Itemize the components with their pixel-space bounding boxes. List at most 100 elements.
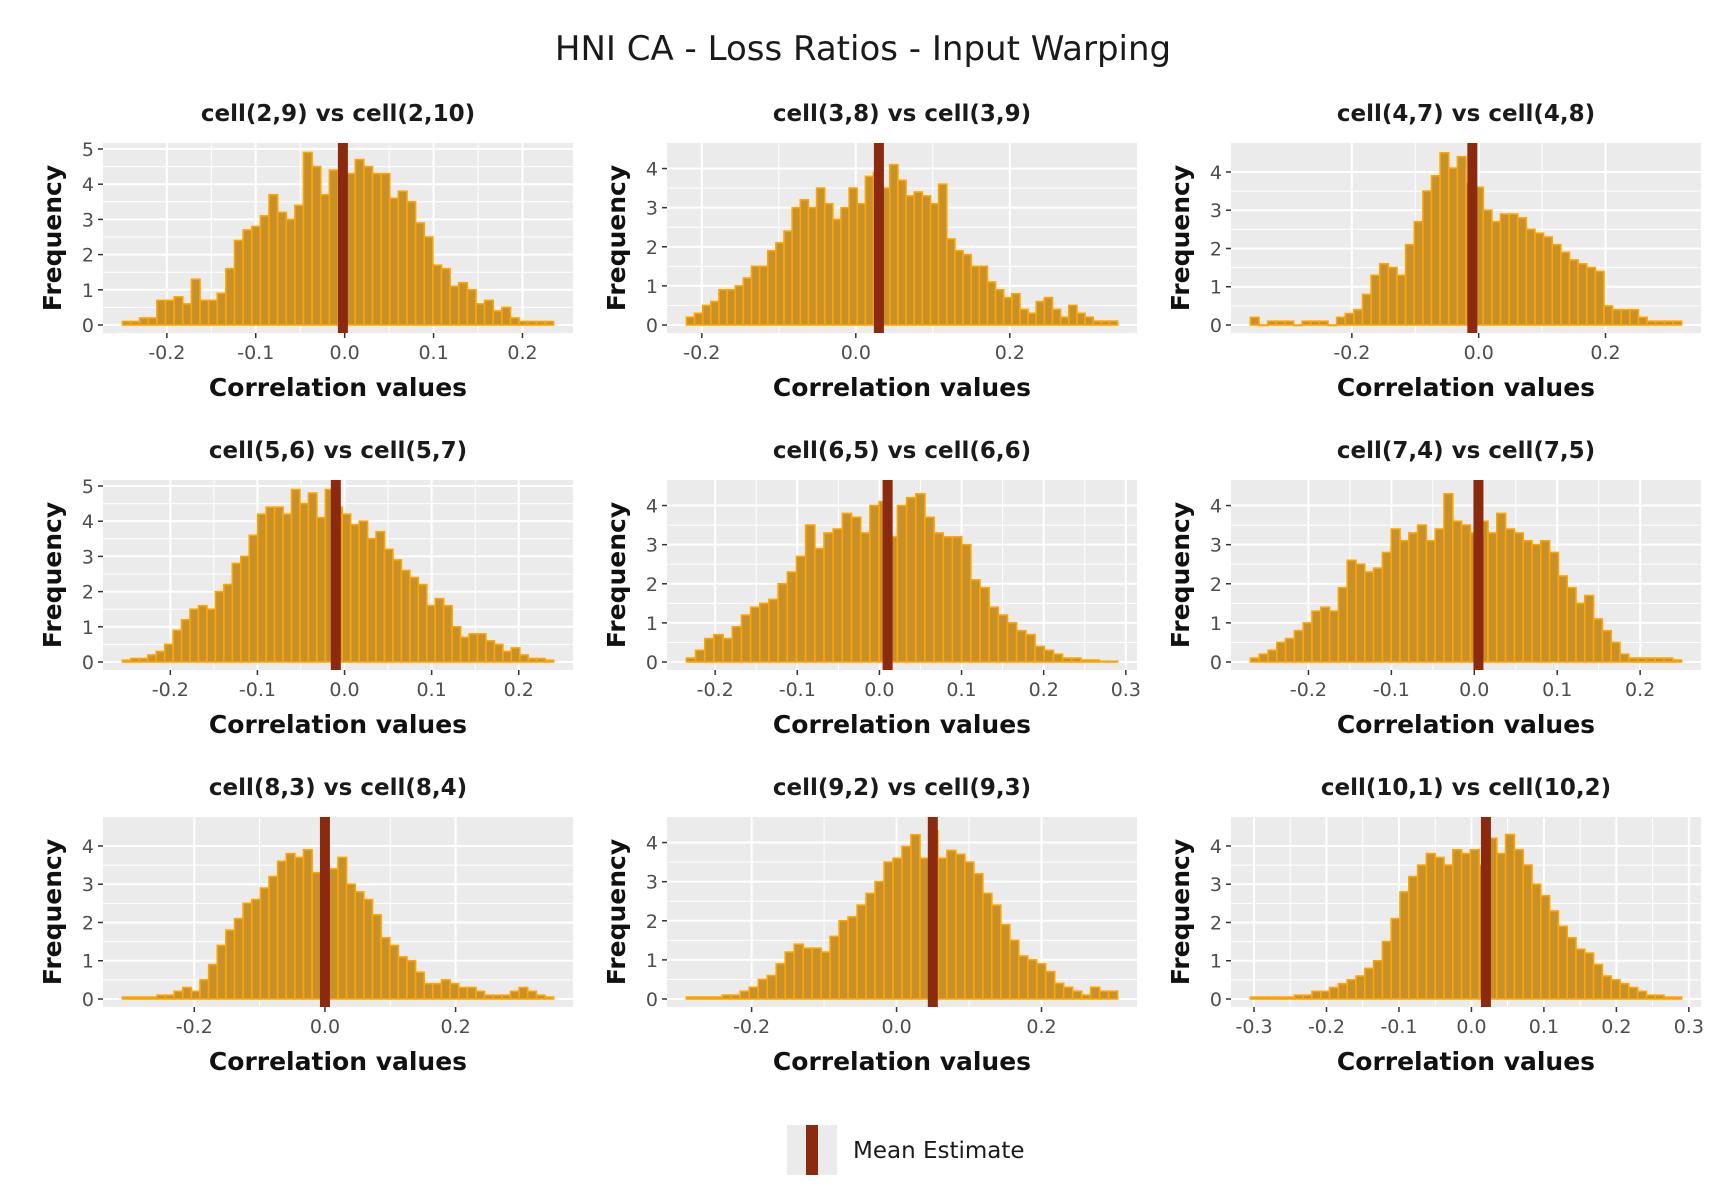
histogram-bar	[848, 187, 859, 326]
y-tick-label: 2	[82, 582, 94, 604]
histogram-bar	[380, 172, 391, 326]
histogram-bar	[1460, 852, 1472, 1000]
x-tick-label: -0.2	[1290, 679, 1327, 701]
x-tick-label: 0.1	[1542, 679, 1572, 701]
histogram-bar	[164, 299, 175, 326]
histogram-bar	[921, 195, 932, 326]
histogram-bar	[406, 959, 417, 1000]
histogram-bar	[721, 994, 733, 1000]
histogram-bar	[730, 994, 742, 1000]
histogram-bar	[138, 317, 150, 326]
histogram-bar	[1575, 602, 1586, 663]
y-axis-label: Frequency	[1166, 839, 1195, 985]
histogram-bar	[400, 569, 411, 663]
histogram-bar	[758, 265, 769, 326]
histogram-bar	[363, 165, 374, 326]
histogram-bar	[933, 532, 945, 663]
histogram-bar	[1284, 637, 1296, 663]
y-tick-label: 5	[82, 139, 94, 161]
histogram-bar	[316, 516, 327, 663]
y-tick-label: 1	[82, 617, 94, 639]
histogram-bar	[793, 943, 804, 1000]
histogram-bar	[1603, 305, 1614, 326]
legend-key-mean-line	[806, 1125, 818, 1175]
histogram-bar	[946, 849, 957, 1000]
histogram-bar	[960, 543, 972, 663]
mean-estimate-line	[873, 143, 884, 333]
panel-title: cell(5,6) vs cell(5,7)	[209, 438, 467, 464]
histogram-panel: -0.2 0.0 0.2 0 1 2 3 4 cell(9,2) vs cell(9,3) Cor…	[602, 775, 1137, 1076]
histogram-bar	[1071, 990, 1083, 1000]
histogram-bar	[954, 249, 964, 326]
histogram-bar	[1353, 308, 1364, 326]
histogram-bar	[1320, 990, 1331, 1000]
histogram-bar	[199, 299, 210, 326]
histogram-bar	[914, 493, 926, 663]
histogram-bar	[1610, 979, 1621, 1000]
histogram-bar	[1513, 532, 1524, 663]
x-axis-label: Correlation values	[1337, 373, 1595, 402]
mean-estimate-line	[882, 480, 893, 670]
histogram-bar	[1396, 274, 1407, 326]
histogram-bar	[1267, 996, 1278, 1000]
histogram-bar	[138, 996, 150, 1000]
histogram-bar	[1443, 493, 1454, 663]
histogram-panel: -0.2 -0.1 0.0 0.1 0.2 0 1 2 3 4 5 cell(2,9) vs cell…	[38, 101, 573, 402]
histogram-bar	[250, 898, 262, 1000]
x-tick-label: 0.1	[417, 679, 447, 701]
y-tick-label: 1	[646, 950, 658, 972]
y-tick-label: 4	[1210, 162, 1222, 184]
y-tick-label: 3	[646, 535, 658, 557]
histogram-bar	[527, 657, 538, 663]
histogram-bar	[302, 848, 313, 1000]
x-tick-label: -0.3	[1235, 1016, 1272, 1038]
histogram-bar	[1516, 217, 1528, 326]
histogram-bar	[363, 898, 374, 1000]
histogram-bar	[1019, 308, 1029, 326]
y-tick-label: 0	[1210, 989, 1222, 1011]
x-tick-label: -0.2	[1333, 342, 1370, 364]
x-tick-label: 0.3	[1674, 1016, 1704, 1038]
histogram-bar	[731, 625, 743, 663]
histogram-bar	[294, 204, 305, 326]
figure-title: HNI CA - Loss Ratios - Input Warping	[555, 29, 1171, 69]
histogram-bar	[423, 982, 434, 1000]
histogram-bar	[1620, 308, 1631, 326]
histogram-bar	[423, 236, 434, 326]
histogram-bar	[701, 304, 712, 326]
histogram-bar	[703, 996, 715, 1000]
histogram-bar	[242, 229, 253, 326]
histogram-bar	[883, 861, 894, 1000]
histogram-bar	[285, 852, 296, 1000]
histogram-bar	[1328, 610, 1340, 663]
y-tick-label: 4	[82, 174, 94, 196]
histogram-bar	[929, 202, 940, 326]
histogram-bar	[121, 659, 132, 663]
y-tick-label: 0	[646, 989, 658, 1011]
histogram-bar	[1061, 657, 1073, 663]
histogram-bar	[856, 202, 867, 326]
histogram-bar	[468, 633, 479, 663]
histogram-bar	[449, 982, 460, 1000]
histogram-bar	[1499, 213, 1510, 326]
y-tick-label: 3	[1210, 874, 1222, 896]
histogram-bar	[354, 891, 365, 1000]
histogram-bar	[432, 982, 443, 1000]
mean-estimate-line	[1480, 817, 1491, 1007]
histogram-bar	[823, 202, 834, 326]
histogram-bar	[1425, 852, 1437, 1000]
histogram-bar	[459, 636, 470, 663]
histogram-bar	[1522, 864, 1533, 1000]
histogram-bar	[1327, 324, 1338, 327]
histogram-bar	[130, 996, 141, 1000]
histogram-bar	[994, 288, 1005, 326]
histogram-bar	[138, 657, 149, 663]
y-tick-label: 3	[646, 872, 658, 894]
histogram-bar	[225, 929, 236, 1000]
histogram-bar	[1034, 645, 1046, 663]
histogram-bar	[1318, 320, 1329, 326]
histogram-bar	[1292, 324, 1303, 327]
histogram-bar	[535, 657, 546, 663]
histogram-bar	[475, 990, 486, 1000]
histogram-bar	[856, 904, 867, 1000]
